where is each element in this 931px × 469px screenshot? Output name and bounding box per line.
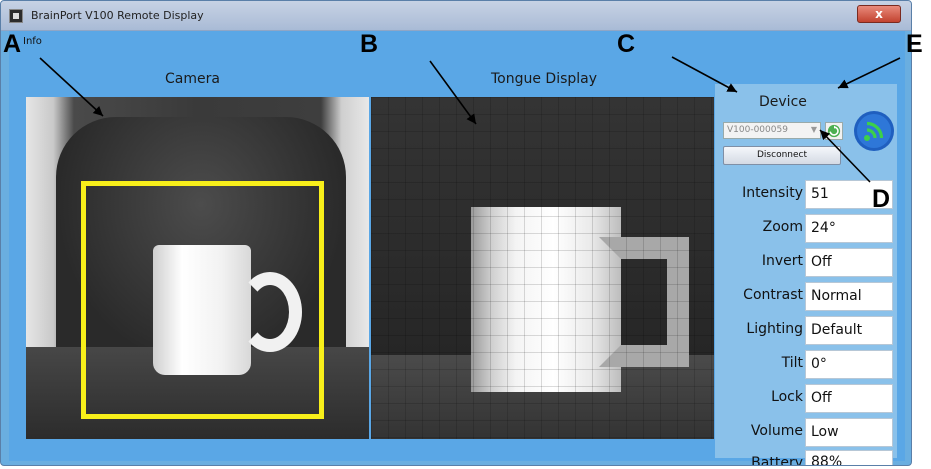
setting-value-tilt[interactable]: 0° — [805, 350, 893, 379]
setting-row-battery: Battery 88% — [715, 450, 897, 466]
app-icon — [9, 9, 23, 23]
setting-label: Contrast — [743, 287, 803, 303]
tongue-display-title: Tongue Display — [491, 71, 598, 87]
setting-label: Lock — [771, 389, 803, 405]
setting-row-invert: Invert Off — [715, 248, 897, 277]
setting-value-invert[interactable]: Off — [805, 248, 893, 277]
setting-value-lock[interactable]: Off — [805, 384, 893, 413]
client-area: Info Camera Tongue Display Device — [9, 31, 905, 465]
annotation-label-d: D — [872, 185, 891, 213]
setting-value-zoom[interactable]: 24° — [805, 214, 893, 243]
app-window: BrainPort V100 Remote Display x Info Cam… — [0, 0, 912, 466]
window-title: BrainPort V100 Remote Display — [31, 9, 204, 22]
setting-value-contrast[interactable]: Normal — [805, 282, 893, 311]
refresh-icon — [827, 124, 841, 138]
zoom-region-box[interactable] — [81, 181, 324, 419]
setting-row-tilt: Tilt 0° — [715, 350, 897, 379]
close-icon[interactable]: x — [857, 5, 901, 23]
setting-value-volume[interactable]: Low — [805, 418, 893, 447]
annotation-label-a: A — [3, 30, 22, 58]
setting-row-intensity: Intensity 51 — [715, 180, 897, 209]
device-panel: Device V100-000059 ▼ — [715, 84, 897, 465]
camera-title: Camera — [165, 71, 220, 87]
electrode-grid — [371, 97, 714, 439]
tongue-display-mug — [471, 207, 621, 392]
title-bar: BrainPort V100 Remote Display x — [1, 1, 911, 31]
device-title: Device — [759, 94, 807, 110]
disconnect-button[interactable]: Disconnect — [723, 146, 841, 165]
annotation-label-c: C — [617, 30, 636, 58]
wireless-status-icon — [854, 111, 894, 151]
setting-value-lighting[interactable]: Default — [805, 316, 893, 345]
setting-row-contrast: Contrast Normal — [715, 282, 897, 311]
setting-row-lock: Lock Off — [715, 384, 897, 413]
setting-label: Zoom — [762, 219, 803, 235]
refresh-button[interactable] — [825, 122, 843, 140]
device-select[interactable]: V100-000059 ▼ — [723, 122, 821, 139]
setting-row-zoom: Zoom 24° — [715, 214, 897, 243]
setting-label: Volume — [750, 423, 803, 439]
tongue-display-view — [371, 97, 714, 439]
camera-mug — [153, 245, 251, 375]
setting-row-lighting: Lighting Default — [715, 316, 897, 345]
setting-label: Invert — [761, 253, 803, 269]
setting-label: Lighting — [746, 321, 803, 337]
setting-label: Intensity — [742, 185, 803, 201]
device-select-value: V100-000059 — [727, 125, 788, 135]
camera-view — [26, 97, 369, 439]
info-menu[interactable]: Info — [23, 36, 42, 47]
tongue-display-mug-handle — [599, 237, 689, 367]
annotation-label-b: B — [360, 30, 379, 58]
chevron-down-icon: ▼ — [810, 125, 817, 134]
setting-value-battery: 88% — [805, 450, 893, 465]
annotation-label-e: E — [906, 30, 923, 58]
setting-row-volume: Volume Low — [715, 418, 897, 447]
setting-value-intensity[interactable]: 51 — [805, 180, 893, 209]
setting-label: Battery — [751, 455, 803, 466]
setting-label: Tilt — [781, 355, 803, 371]
